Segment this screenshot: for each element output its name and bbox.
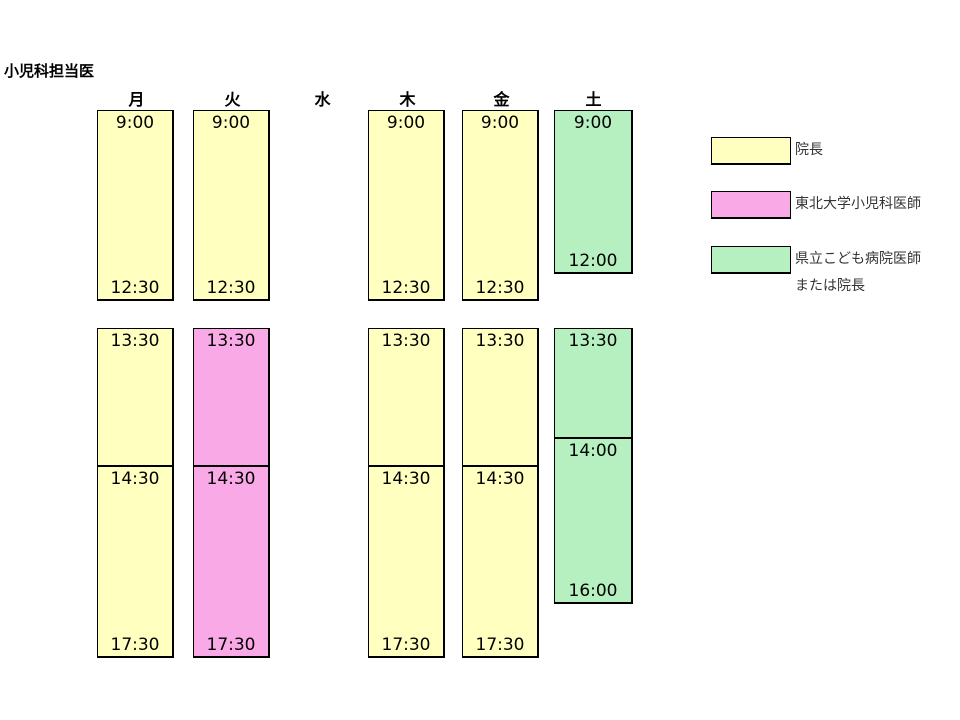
start-time: 9:00 (386, 113, 426, 133)
day-header: 木 (399, 90, 416, 109)
start-time: 14:30 (381, 469, 431, 489)
legend-swatch (711, 191, 791, 219)
start-time: 13:30 (206, 331, 256, 351)
start-time: 13:30 (475, 331, 525, 351)
legend-label: 県立こども病院医師 (795, 251, 921, 267)
day-header: 金 (493, 90, 510, 109)
start-time: 14:30 (475, 469, 525, 489)
time-block: 14:30 17:30 (462, 466, 539, 658)
start-time: 9:00 (211, 113, 251, 133)
start-time: 13:30 (110, 331, 160, 351)
end-time: 12:30 (381, 278, 431, 298)
end-time: 12:30 (475, 278, 525, 298)
day-header: 水 (314, 90, 331, 109)
time-block: 14:30 17:30 (368, 466, 445, 658)
start-time: 13:30 (568, 331, 618, 351)
time-block: 13:30 (554, 328, 633, 439)
time-block: 9:00 12:30 (368, 110, 445, 301)
day-header: 土 (585, 90, 602, 109)
start-time: 9:00 (480, 113, 520, 133)
legend-swatch (711, 137, 791, 165)
time-block: 9:00 12:30 (97, 110, 174, 301)
end-time: 17:30 (206, 635, 256, 655)
time-block: 9:00 12:30 (462, 110, 539, 301)
end-time: 16:00 (568, 581, 618, 601)
start-time: 9:00 (573, 113, 613, 133)
time-block: 14:30 17:30 (193, 466, 270, 658)
end-time: 12:30 (206, 278, 256, 298)
time-block: 14:00 16:00 (554, 438, 633, 604)
start-time: 13:30 (381, 331, 431, 351)
time-block: 9:00 12:30 (193, 110, 270, 301)
time-block: 14:30 17:30 (97, 466, 174, 658)
time-block: 9:00 12:00 (554, 110, 633, 274)
legend-label: または院長 (795, 278, 865, 294)
end-time: 17:30 (110, 635, 160, 655)
time-block: 13:30 (97, 328, 174, 467)
legend-label: 院長 (795, 142, 823, 158)
end-time: 17:30 (475, 635, 525, 655)
start-time: 14:30 (110, 469, 160, 489)
start-time: 9:00 (115, 113, 155, 133)
time-block: 13:30 (193, 328, 270, 467)
time-block: 13:30 (462, 328, 539, 467)
legend-label: 東北大学小児科医師 (795, 196, 921, 212)
start-time: 14:30 (206, 469, 256, 489)
day-header: 火 (224, 90, 241, 109)
end-time: 12:00 (568, 251, 618, 271)
title: 小児科担当医 (4, 62, 95, 80)
end-time: 17:30 (381, 635, 431, 655)
end-time: 12:30 (110, 278, 160, 298)
day-header: 月 (128, 90, 145, 109)
legend-swatch (711, 246, 791, 274)
start-time: 14:00 (568, 441, 618, 461)
time-block: 13:30 (368, 328, 445, 467)
